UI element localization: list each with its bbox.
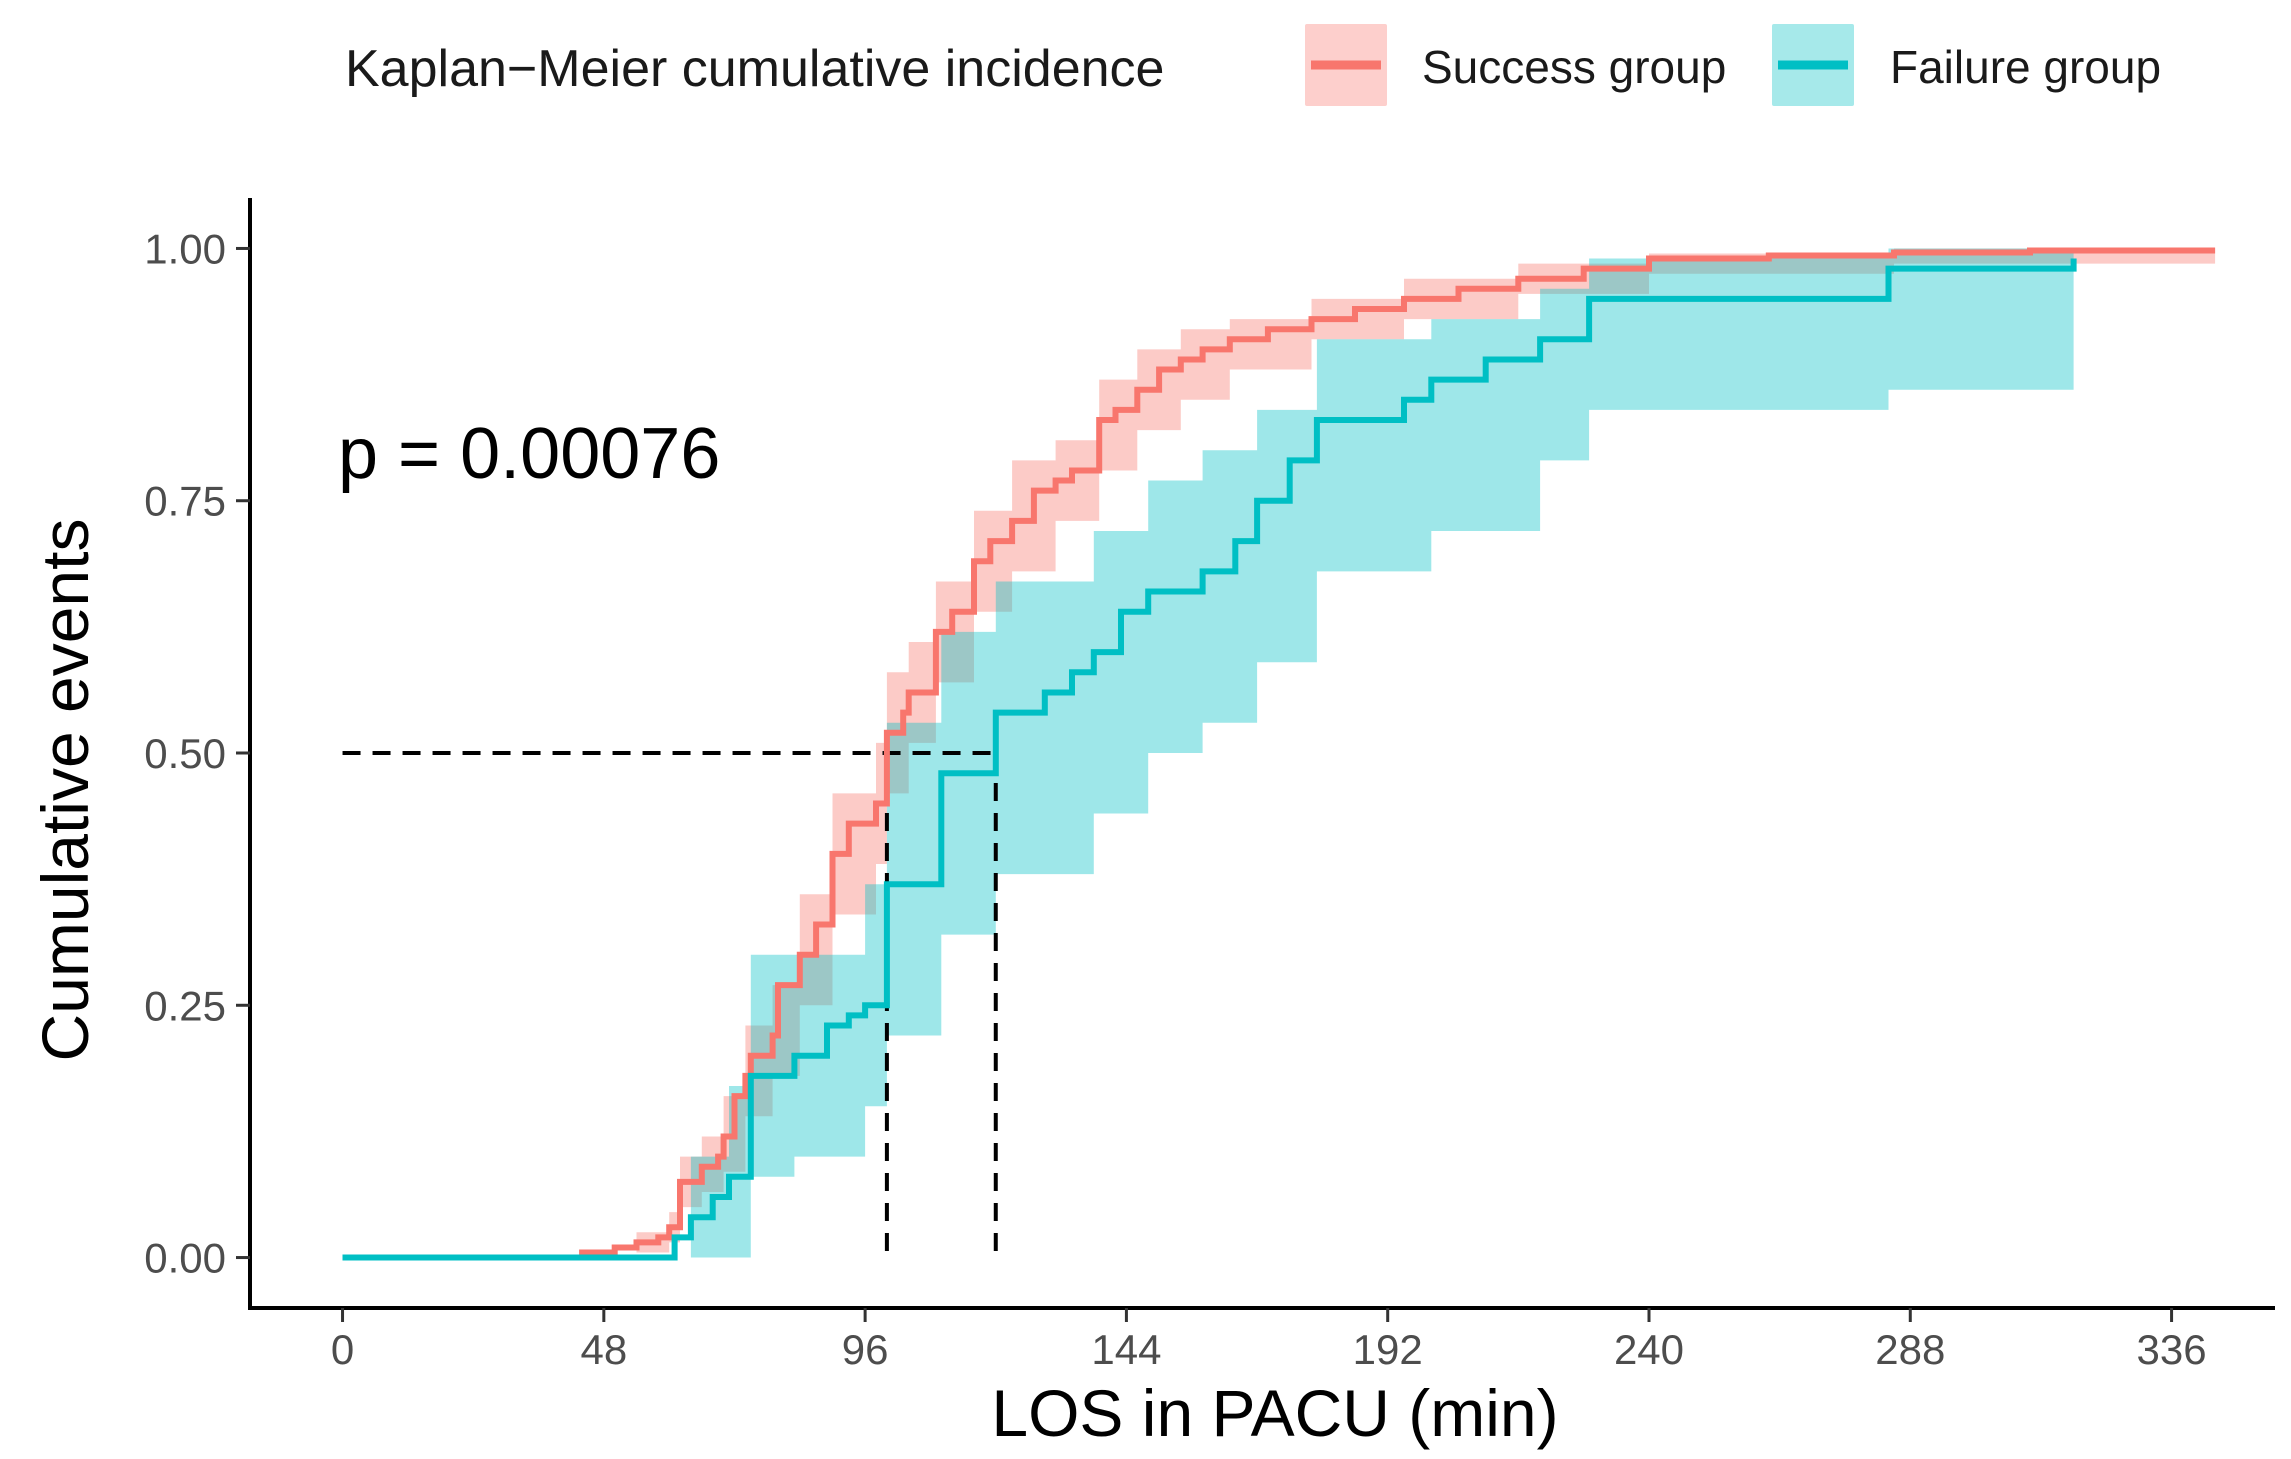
x-tick-label-3: 144 (1091, 1326, 1161, 1373)
y-axis-title: Cumulative events (28, 519, 102, 1062)
y-tick-label-3: 0.75 (144, 478, 226, 525)
legend-label-success-group: Success group (1422, 41, 1726, 93)
x-tick-label-2: 96 (842, 1326, 889, 1373)
x-tick-label-7: 336 (2137, 1326, 2207, 1373)
legend-title: Kaplan−Meier cumulative incidence (345, 40, 1164, 98)
success-group-confidence-band (342, 248, 2216, 1258)
x-axis-title: LOS in PACU (min) (991, 1376, 1558, 1450)
failure-group-confidence-band (342, 248, 2074, 1258)
y-tick-label-2: 0.50 (144, 730, 226, 777)
plot-area: 0.00 0.25 0.50 0.75 1.00 0 48 96 144 192 240 288 336 (144, 198, 2275, 1373)
y-tick-label-1: 0.25 (144, 982, 226, 1029)
failure-group-curve (342, 258, 2077, 1261)
x-tick-label-5: 240 (1614, 1326, 1684, 1373)
legend-label-failure-group: Failure group (1890, 41, 2161, 93)
x-tick-label-6: 288 (1875, 1326, 1945, 1373)
legend: Kaplan−Meier cumulative incidence Succes… (345, 24, 2161, 106)
success-group-curve (342, 247, 2216, 1261)
x-tick-label-0: 0 (331, 1326, 354, 1373)
x-tick-label-4: 192 (1353, 1326, 1423, 1373)
y-tick-label-4: 1.00 (144, 225, 226, 272)
y-tick-label-0: 0.00 (144, 1235, 226, 1282)
p-value-annotation: p = 0.00076 (338, 414, 720, 494)
x-tick-label-1: 48 (580, 1326, 627, 1373)
